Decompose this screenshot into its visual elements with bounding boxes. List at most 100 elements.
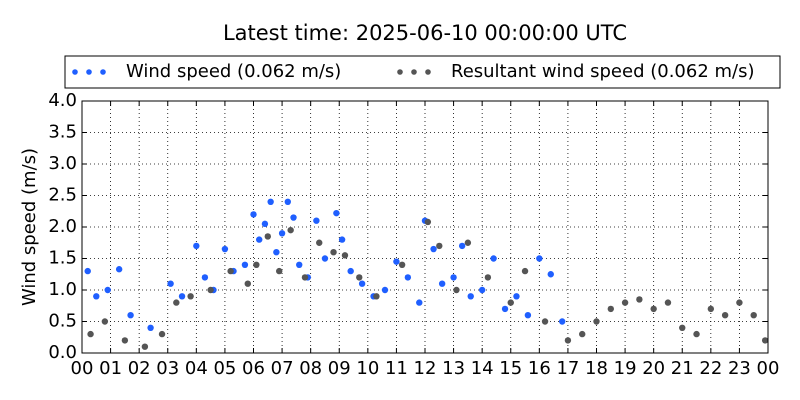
data-point	[93, 293, 100, 300]
x-tick-label: 21	[671, 358, 694, 379]
data-point	[244, 280, 251, 287]
data-point	[438, 280, 446, 287]
data-point	[453, 286, 460, 294]
data-point	[178, 293, 186, 300]
x-tick-label: 13	[442, 358, 465, 379]
legend-marker	[425, 69, 431, 75]
data-point	[478, 286, 486, 294]
x-tick-label: 18	[585, 358, 608, 379]
data-point	[333, 209, 340, 217]
x-tick-label: 02	[128, 358, 151, 379]
x-tick-label: 22	[699, 358, 722, 379]
data-point	[87, 330, 94, 338]
data-point	[501, 305, 509, 313]
legend-marker	[397, 69, 403, 75]
data-point	[341, 252, 349, 259]
data-point	[513, 293, 520, 300]
y-tick-label: 2.5	[48, 185, 77, 206]
data-point	[264, 233, 271, 240]
x-tick-label: 14	[471, 358, 494, 379]
plot-area	[81, 100, 769, 354]
x-tick-label: 01	[99, 358, 122, 379]
data-point	[330, 249, 337, 256]
plot-frame	[81, 100, 769, 354]
data-point	[707, 305, 715, 313]
y-axis-label: Wind speed (m/s)	[19, 148, 40, 306]
data-point	[593, 318, 600, 325]
data-point	[84, 267, 91, 275]
data-point	[267, 198, 274, 205]
data-point	[607, 305, 614, 313]
data-point	[761, 337, 769, 344]
data-point	[278, 230, 286, 237]
data-point	[430, 245, 437, 253]
x-tick-label: 12	[414, 358, 437, 379]
y-tick-label: 1.0	[48, 279, 77, 300]
x-tick-label: 11	[385, 358, 408, 379]
data-point	[693, 330, 700, 338]
y-tick-label: 0.5	[48, 311, 77, 332]
data-point	[450, 274, 457, 281]
data-point	[141, 343, 149, 350]
data-point	[301, 274, 309, 281]
data-point	[393, 258, 400, 265]
data-point	[650, 305, 657, 313]
data-point	[167, 280, 174, 287]
x-tick-label: 10	[356, 358, 379, 379]
data-point	[147, 324, 154, 331]
data-point	[313, 217, 320, 224]
data-point	[579, 330, 586, 338]
data-point	[104, 286, 111, 294]
data-point	[536, 255, 543, 262]
data-point	[458, 242, 466, 250]
y-tick-label: 4.0	[48, 90, 77, 111]
x-tick-label: 03	[156, 358, 179, 379]
y-tick-label: 1.5	[48, 248, 77, 269]
data-point	[750, 312, 757, 319]
legend-label: Resultant wind speed (0.062 m/s)	[451, 61, 755, 82]
y-tick-label: 0.0	[48, 342, 77, 363]
x-tick-label: 00	[71, 358, 94, 379]
data-point	[158, 330, 166, 338]
data-point	[321, 255, 329, 262]
y-tick-label: 3.5	[48, 122, 77, 143]
x-tick-label: 08	[299, 358, 322, 379]
x-tick-label: 23	[728, 358, 751, 379]
data-point	[373, 293, 380, 300]
data-point	[507, 299, 514, 306]
data-point	[404, 274, 412, 281]
data-point	[381, 286, 389, 294]
x-tick-label: 17	[556, 358, 579, 379]
legend-label: Wind speed (0.062 m/s)	[126, 61, 341, 82]
data-point	[227, 267, 234, 275]
data-point	[101, 318, 109, 325]
data-point	[524, 312, 532, 319]
data-point	[721, 312, 729, 319]
x-tick-label: 00	[757, 358, 780, 379]
x-tick-label: 05	[213, 358, 236, 379]
y-tick-label: 3.0	[48, 153, 77, 174]
data-point	[253, 261, 260, 268]
data-point	[564, 337, 572, 344]
data-point	[547, 271, 554, 278]
x-tick-label: 16	[528, 358, 551, 379]
data-point	[347, 267, 354, 275]
legend-marker	[72, 69, 78, 75]
data-point	[356, 274, 363, 281]
data-point	[559, 318, 566, 325]
data-point	[636, 296, 643, 303]
data-point	[201, 274, 209, 281]
x-tick-label: 06	[242, 358, 265, 379]
data-point	[338, 236, 346, 243]
data-point	[416, 299, 423, 306]
data-point	[273, 249, 280, 256]
data-point	[664, 299, 672, 306]
data-point	[436, 242, 443, 250]
chart-title: Latest time: 2025-06-10 00:00:00 UTC	[223, 21, 627, 45]
data-point	[464, 239, 472, 246]
data-point	[207, 286, 214, 294]
data-point	[296, 261, 303, 268]
data-point	[621, 299, 629, 306]
y-tick-label: 2.0	[48, 216, 77, 237]
